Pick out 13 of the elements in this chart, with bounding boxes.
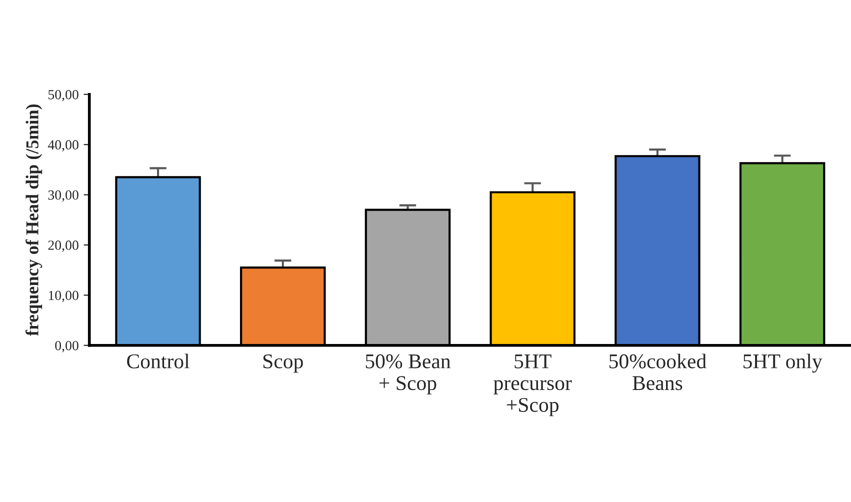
x-tick-label: 50% Bean + Scop: [366, 354, 451, 394]
x-tick-label: 5HT precursor +Scop: [494, 354, 572, 416]
y-tick-label: 40,00: [48, 140, 78, 152]
x-tick-label: 50%cooked Beans: [610, 354, 706, 390]
y-tick-label: 30,00: [48, 190, 78, 202]
y-tick-label: 20,00: [48, 240, 78, 252]
y-tick-label: 50,00: [48, 90, 78, 102]
y-axis-title: frequency of Head dip (/5min): [26, 104, 42, 336]
y-tick-label: 10,00: [48, 290, 78, 302]
y-tick-label: 0,00: [55, 340, 78, 352]
x-tick-label: Control: [127, 354, 190, 368]
x-tick-label: Scop: [263, 354, 303, 373]
x-tick-label: 5HT only: [744, 354, 822, 373]
